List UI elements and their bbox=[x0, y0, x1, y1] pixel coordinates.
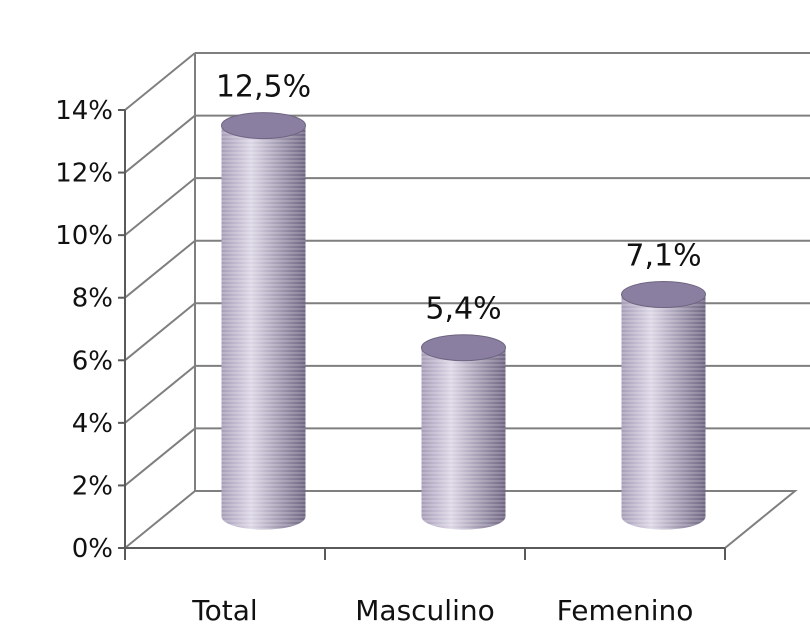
y-tick-label: 14% bbox=[55, 96, 113, 126]
bar-texture bbox=[221, 125, 306, 530]
x-tick-label: Total bbox=[191, 594, 257, 627]
y-tick-label: 4% bbox=[72, 409, 113, 439]
bar-texture bbox=[421, 347, 506, 530]
y-tick-label: 12% bbox=[55, 159, 113, 189]
y-tick-label: 10% bbox=[55, 221, 113, 251]
y-tick-label: 2% bbox=[72, 471, 113, 501]
y-tick-label: 6% bbox=[72, 346, 113, 376]
gridline-side bbox=[124, 52, 196, 111]
data-label: 5,4% bbox=[425, 292, 501, 327]
y-tick-label: 0% bbox=[72, 534, 113, 564]
bars bbox=[221, 112, 706, 530]
gridline-side bbox=[124, 239, 196, 299]
data-label: 12,5% bbox=[216, 70, 311, 105]
bar-texture bbox=[621, 294, 706, 530]
data-label: 7,1% bbox=[625, 239, 701, 274]
gridline-side bbox=[124, 427, 196, 487]
gridline-side bbox=[124, 365, 196, 424]
gridline-side bbox=[124, 177, 196, 236]
bar bbox=[421, 334, 506, 530]
bar-top bbox=[421, 334, 506, 362]
bar bbox=[221, 112, 306, 530]
x-tick-label: Masculino bbox=[355, 594, 494, 627]
bar-top bbox=[621, 281, 706, 309]
gridline-side bbox=[124, 114, 196, 174]
bar-top bbox=[221, 112, 306, 140]
y-tick-label: 8% bbox=[72, 284, 113, 314]
axes bbox=[118, 109, 726, 560]
gridline-side bbox=[124, 302, 196, 362]
bar bbox=[621, 281, 706, 530]
labels: 0% 2% 4% 6% 8% 10% 12% 14% 12,5% Total 5,4% Masculi… bbox=[55, 70, 701, 627]
x-tick-label: Femenino bbox=[557, 594, 694, 627]
